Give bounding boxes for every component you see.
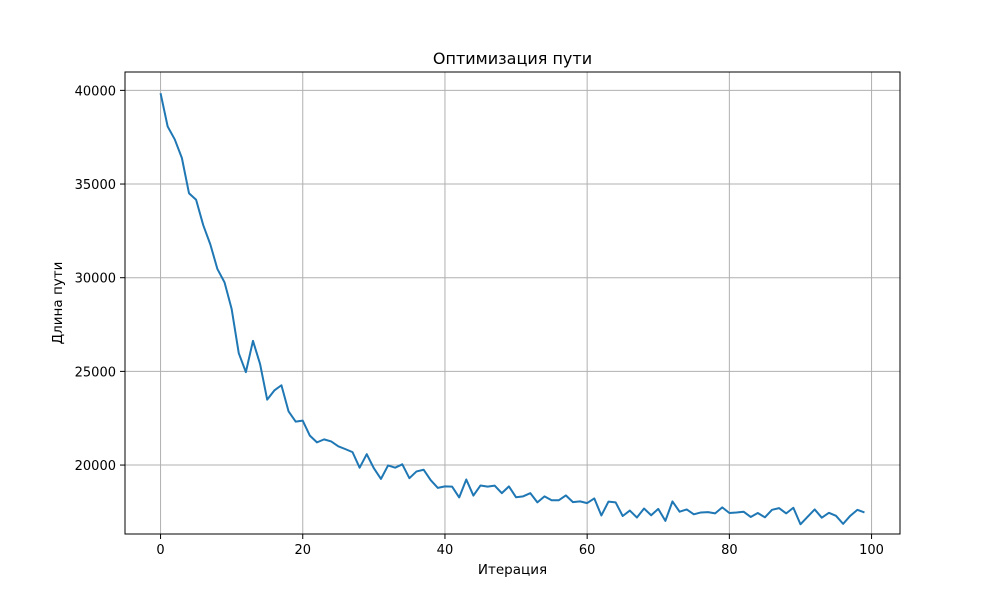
- y-tick-label: 30000: [75, 272, 116, 287]
- series-layer: [159, 92, 865, 526]
- y-tick-label: 20000: [75, 459, 116, 474]
- plot-frame: [124, 71, 901, 535]
- x-tick-label: 0: [156, 543, 164, 558]
- x-tick-label: 60: [579, 543, 596, 558]
- x-tick-label: 20: [294, 543, 311, 558]
- chart-title: Оптимизация пути: [433, 49, 592, 68]
- x-tick-label: 40: [437, 543, 454, 558]
- x-axis-ticks: 0 20 40 60 80 100: [156, 534, 884, 558]
- y-axis-ticks: 20000 25000 30000 35000 40000: [75, 84, 125, 474]
- x-axis-label: Итерация: [478, 562, 547, 578]
- y-tick-label: 25000: [75, 365, 116, 380]
- y-tick-label: 40000: [75, 84, 116, 99]
- grid-lines: [125, 72, 900, 534]
- x-tick-label: 80: [721, 543, 738, 558]
- y-axis-label: Длина пути: [50, 262, 66, 345]
- series-line: [159, 92, 865, 526]
- y-tick-label: 35000: [75, 178, 116, 193]
- plot-area: [125, 72, 900, 534]
- x-tick-label: 100: [859, 543, 884, 558]
